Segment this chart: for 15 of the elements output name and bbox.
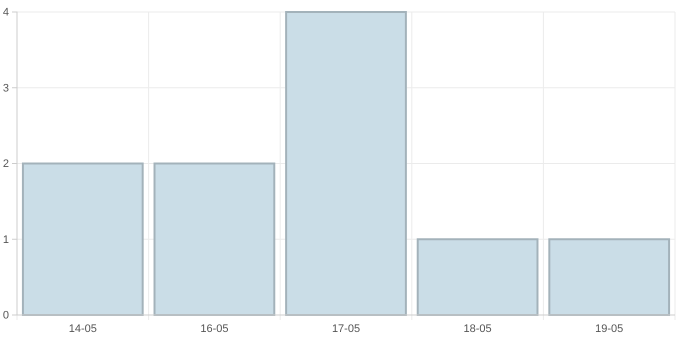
x-tick-label: 16-05 <box>200 322 228 335</box>
y-tick-label: 4 <box>2 6 9 19</box>
bar <box>154 162 276 316</box>
x-tick-label: 18-05 <box>464 322 492 335</box>
x-tick-label: 17-05 <box>332 322 360 335</box>
x-tick-label: 14-05 <box>68 322 97 335</box>
bar <box>548 238 670 316</box>
bar <box>285 11 407 316</box>
bar <box>22 162 144 316</box>
y-tick-label: 0 <box>2 310 9 322</box>
bar <box>416 238 538 316</box>
y-tick-label: 3 <box>2 82 9 94</box>
y-tick-label: 1 <box>2 234 9 246</box>
y-tick-label: 2 <box>2 158 9 170</box>
x-tick-label: 19-05 <box>595 322 624 335</box>
